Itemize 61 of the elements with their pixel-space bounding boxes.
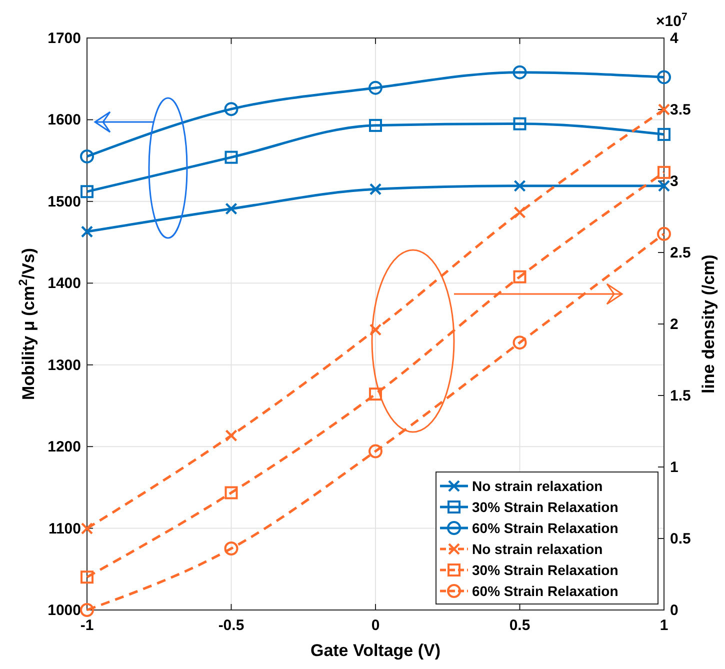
point bbox=[513, 117, 526, 130]
y-tick-label: 1200 bbox=[48, 438, 81, 456]
text: ×10$^{7}$ bbox=[656, 11, 688, 30]
legend-label: 60% Strain Relaxation bbox=[472, 583, 618, 599]
y2-axis-title: line density (/cm) bbox=[699, 254, 718, 394]
y2-tick-label: 3 bbox=[670, 173, 678, 190]
point bbox=[224, 542, 238, 556]
x-axis-title: Gate Voltage (V) bbox=[310, 641, 441, 660]
point bbox=[512, 65, 527, 80]
point bbox=[514, 180, 526, 192]
point bbox=[658, 180, 670, 192]
y-tick-label: 1000 bbox=[48, 602, 81, 619]
legend-label: No strain relaxation bbox=[472, 478, 603, 494]
point bbox=[80, 603, 94, 617]
point bbox=[80, 149, 94, 164]
y-tick-label: 1400 bbox=[48, 275, 81, 292]
y2-tick-label: 1 bbox=[670, 459, 678, 476]
point bbox=[224, 150, 238, 164]
y-tick-label: 1300 bbox=[48, 356, 81, 374]
point bbox=[224, 102, 238, 116]
point bbox=[369, 183, 382, 196]
point bbox=[657, 70, 671, 84]
y2-tick-label: 2 bbox=[670, 316, 678, 333]
y-tick-label: 1100 bbox=[48, 520, 81, 538]
point bbox=[369, 324, 382, 336]
y2-tick-label: 0 bbox=[670, 602, 678, 619]
y-tick-label: 1700 bbox=[48, 30, 81, 47]
y-tick-label: 1500 bbox=[48, 193, 81, 210]
x-tick-label: 0 bbox=[371, 617, 380, 634]
point bbox=[224, 486, 238, 500]
point bbox=[80, 185, 94, 198]
x-tick-label: -0.5 bbox=[218, 617, 244, 634]
point bbox=[513, 270, 526, 284]
point bbox=[80, 522, 94, 535]
point bbox=[80, 570, 94, 584]
point bbox=[368, 444, 382, 458]
point bbox=[512, 336, 527, 350]
point bbox=[658, 103, 670, 116]
y2-tick-label: 0.5 bbox=[670, 530, 691, 548]
point bbox=[369, 118, 382, 132]
legend-label: No strain relaxation bbox=[472, 541, 603, 557]
point bbox=[514, 206, 526, 219]
y2-tick-label: 4 bbox=[670, 30, 679, 47]
y2-tick-label: 3.5 bbox=[670, 102, 691, 118]
point bbox=[368, 80, 382, 95]
y2-tick-label: 2.5 bbox=[670, 244, 691, 262]
legend-label: 60% Strain Relaxation bbox=[472, 520, 618, 536]
legend-label: 30% Strain Relaxation bbox=[472, 499, 618, 515]
point bbox=[658, 128, 670, 141]
x-tick-label: 0.5 bbox=[509, 617, 530, 634]
point bbox=[225, 202, 238, 215]
x-tick-label: 1 bbox=[660, 617, 668, 634]
y2-tick-label: 1.5 bbox=[670, 388, 691, 404]
point bbox=[658, 166, 670, 179]
point bbox=[80, 226, 94, 238]
x-tick-label: -1 bbox=[80, 617, 94, 634]
point bbox=[657, 226, 671, 241]
point bbox=[369, 388, 382, 401]
point bbox=[225, 429, 238, 442]
y-tick-label: 1600 bbox=[48, 112, 81, 129]
legend-label: 30% Strain Relaxation bbox=[472, 562, 618, 578]
